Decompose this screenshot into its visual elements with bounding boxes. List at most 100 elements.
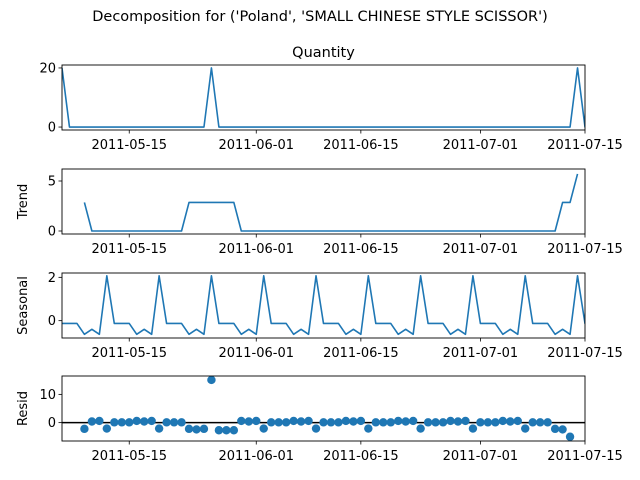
resid-point (438, 418, 448, 427)
resid-point (565, 432, 575, 441)
resid-point (80, 424, 89, 434)
resid-point (304, 416, 313, 426)
resid-point (267, 418, 276, 427)
x-tick-label: 2011-06-15 (323, 242, 399, 257)
resid-point (401, 417, 410, 426)
resid-point (289, 416, 298, 426)
resid-point (274, 418, 283, 427)
series-seasonal (62, 275, 585, 336)
x-tick-label: 2011-05-15 (91, 138, 167, 153)
figure-suptitle: Decomposition for ('Poland', 'SMALL CHIN… (92, 9, 547, 25)
resid-point (341, 416, 351, 426)
resid-point (319, 418, 328, 427)
resid-point (95, 416, 104, 426)
resid-point (192, 425, 201, 434)
axes-frame (61, 64, 586, 131)
resid-point (117, 418, 126, 427)
resid-point (326, 418, 336, 427)
resid-point (364, 424, 373, 433)
resid-point (379, 418, 388, 427)
resid-point (125, 418, 134, 427)
series-line (62, 275, 585, 336)
resid-point (139, 417, 149, 426)
resid-point (416, 424, 425, 433)
resid-point (461, 416, 470, 426)
panel-title: Quantity (292, 45, 355, 61)
resid-point (468, 424, 478, 433)
resid-point (513, 416, 522, 426)
x-tick-label: 2011-06-01 (218, 449, 294, 464)
y-axis-label: Resid (16, 391, 31, 426)
x-tick-label: 2011-05-15 (91, 449, 167, 464)
resid-point (386, 418, 395, 427)
x-tick-label: 2011-07-01 (443, 449, 519, 464)
resid-point (483, 418, 493, 427)
y-tick-label: 10 (39, 388, 56, 403)
resid-point (162, 418, 171, 427)
resid-point (550, 424, 560, 434)
resid-point (281, 418, 291, 427)
resid-point (207, 376, 216, 385)
resid-point (229, 426, 239, 435)
series-observed (62, 67, 585, 128)
y-axis-label: Trend (16, 184, 31, 221)
resid-point (506, 417, 515, 426)
resid-point (453, 417, 463, 426)
resid-point (147, 416, 156, 426)
x-tick-label: 2011-07-15 (547, 242, 623, 257)
resid-point (311, 424, 321, 433)
resid-point (177, 418, 186, 427)
panel-resid: Resid 0 10 2011-05-15 2011-06-01 2011-06-15 20… (16, 375, 623, 464)
resid-point (184, 424, 194, 434)
x-tick-label: 2011-07-15 (547, 449, 623, 464)
y-tick-label: 0 (48, 314, 56, 329)
series-trend (83, 173, 579, 232)
x-tick-label: 2011-06-15 (323, 449, 399, 464)
resid-point (110, 418, 119, 427)
x-tick-label: 2011-07-15 (547, 346, 623, 361)
resid-point (296, 417, 306, 426)
panel-observed: Quantity 0 20 2011-05-15 2011-06-01 2011-06-1… (39, 45, 622, 153)
resid-point (169, 418, 179, 427)
axes-frame (61, 168, 586, 235)
resid-point (394, 416, 403, 426)
resid-point (558, 425, 567, 434)
resid-point (535, 418, 545, 427)
y-tick-label: 0 (48, 416, 56, 431)
series-resid (80, 376, 575, 441)
x-tick-label: 2011-05-15 (91, 242, 167, 257)
resid-point (371, 418, 380, 427)
decomposition-panels: Quantity 0 20 2011-05-15 2011-06-01 2011-06-1… (16, 45, 623, 464)
series-line (62, 67, 585, 128)
resid-point (543, 418, 552, 427)
x-tick-label: 2011-06-01 (218, 346, 294, 361)
x-tick-label: 2011-06-15 (323, 138, 399, 153)
resid-point (356, 416, 366, 426)
resid-point (431, 418, 440, 427)
y-axis-label: Seasonal (16, 276, 31, 335)
axes-frame (61, 375, 586, 442)
y-tick-label: 5 (48, 175, 56, 190)
resid-point (214, 426, 224, 435)
y-tick-label: 20 (39, 61, 56, 76)
y-tick-label: 0 (48, 121, 56, 136)
resid-point (259, 424, 268, 433)
resid-point (423, 418, 433, 427)
axes-frame (61, 272, 586, 339)
x-tick-label: 2011-06-01 (218, 242, 294, 257)
x-tick-label: 2011-07-15 (547, 138, 623, 153)
resid-point (446, 416, 455, 426)
resid-point (334, 418, 343, 427)
resid-point (87, 417, 97, 426)
panel-trend: Trend 0 5 2011-05-15 2011-06-01 2011-06-15 201… (16, 168, 623, 257)
resid-point (521, 424, 530, 433)
series-line (83, 173, 579, 232)
x-tick-label: 2011-07-01 (443, 138, 519, 153)
resid-point (222, 426, 231, 435)
resid-point (498, 416, 508, 426)
x-tick-label: 2011-05-15 (91, 346, 167, 361)
panel-seasonal: Seasonal 0 2 2011-05-15 2011-06-01 2011-06-15… (16, 271, 623, 361)
x-tick-label: 2011-06-15 (323, 346, 399, 361)
x-tick-label: 2011-06-01 (218, 138, 294, 153)
